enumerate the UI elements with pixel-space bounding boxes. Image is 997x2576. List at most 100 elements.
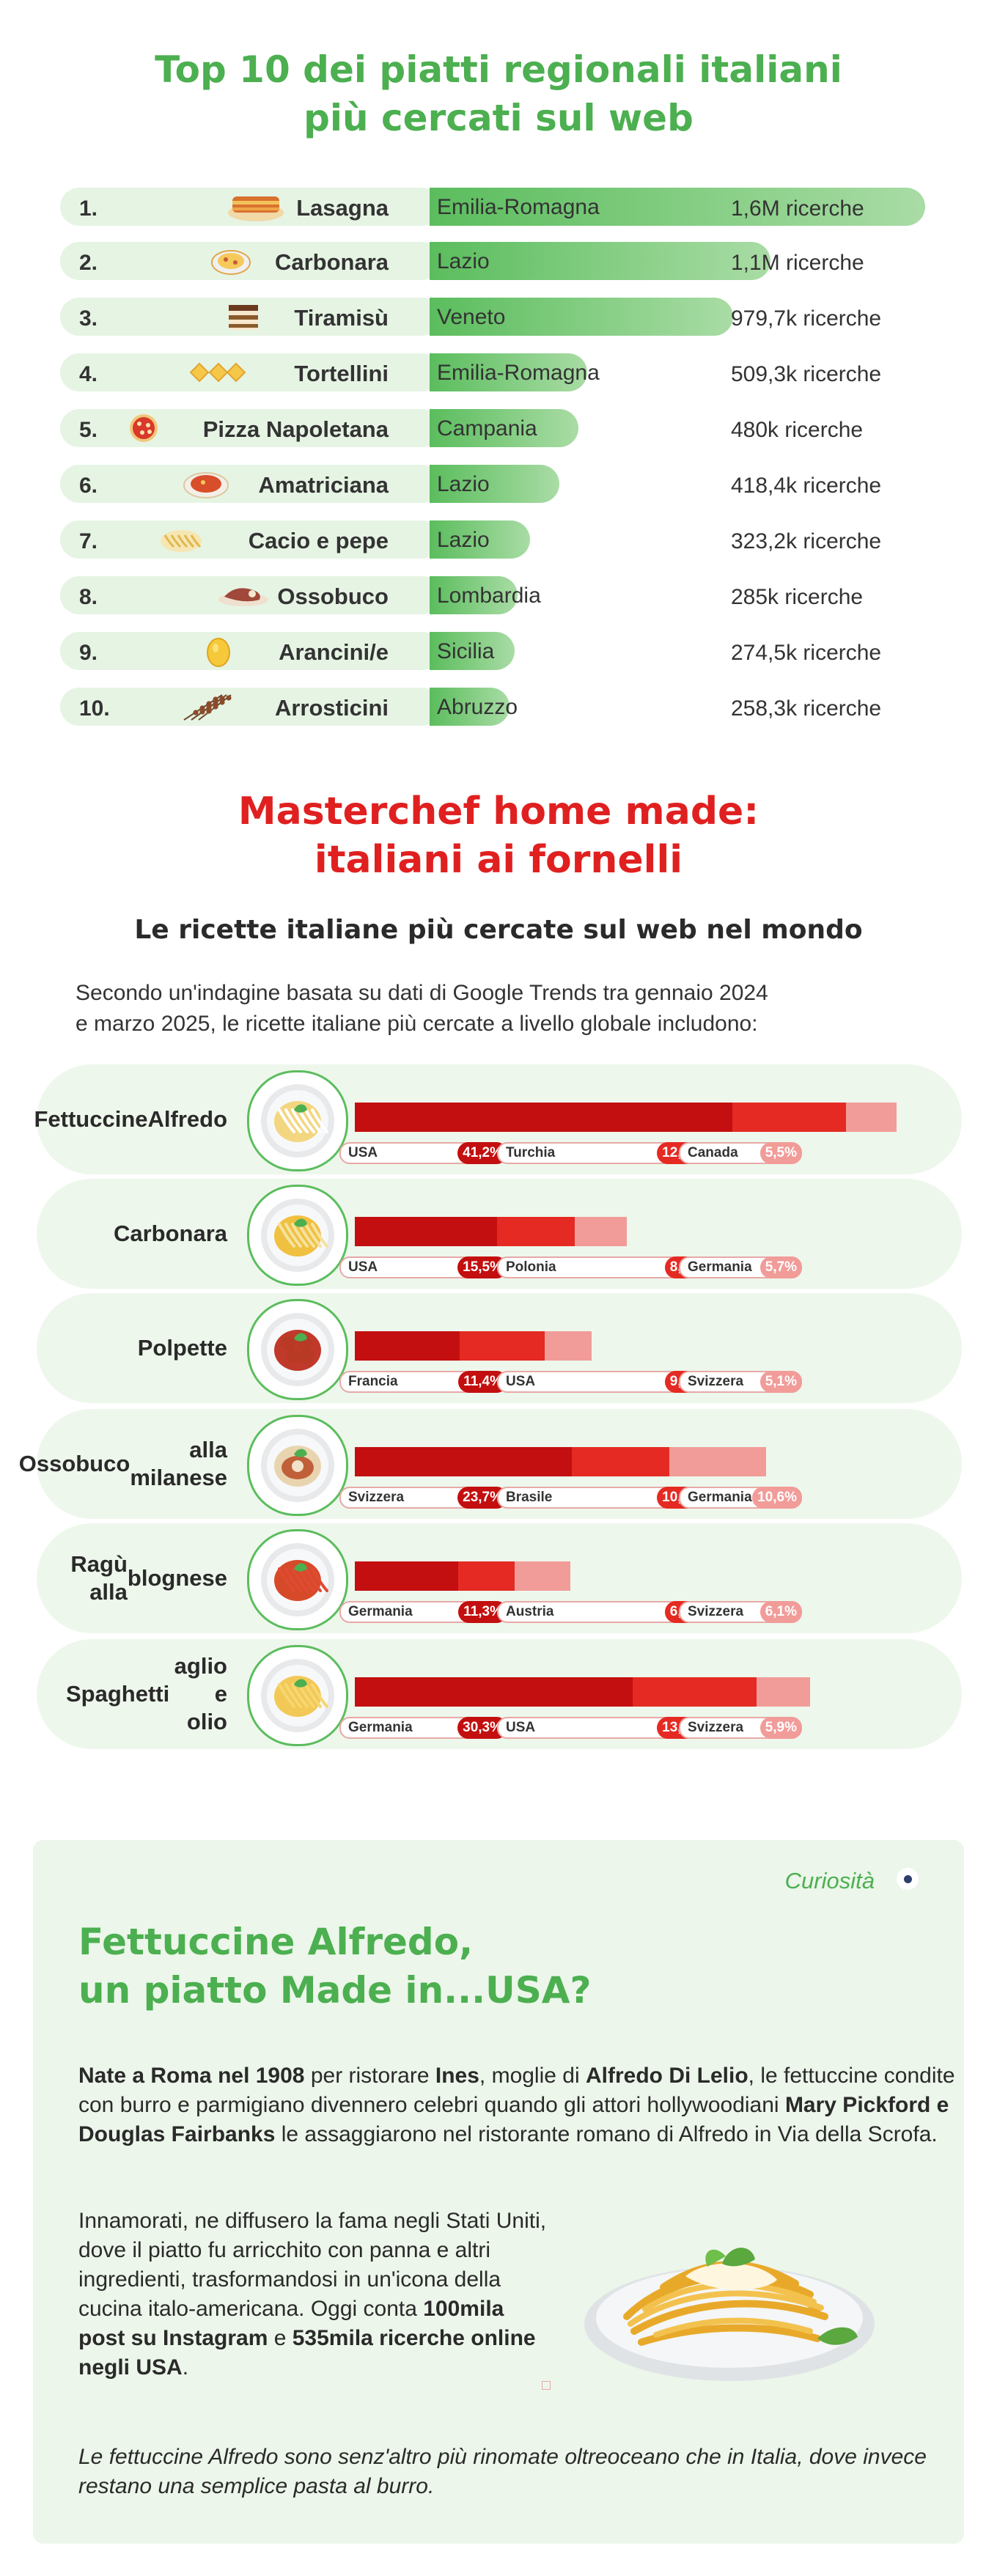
country-value: 6,1% <box>759 1601 802 1623</box>
country-chip: USA 41,2% <box>339 1142 507 1164</box>
dish-icon-wrap <box>177 468 235 504</box>
country-chip: USA9,3% <box>497 1371 707 1393</box>
ranking-pill <box>60 409 441 447</box>
recipe-row: Ossobuco alla milanese Svizzera 23,7% Brasil… <box>19 1409 962 1519</box>
search-bar <box>430 688 510 726</box>
ranking-row: 6. Amatriciana Lazio 418,4k ricerche <box>60 465 940 503</box>
dish-icon-wrap <box>177 691 235 726</box>
curiosity-panel: Curiosità Fettuccine Alfredo, un piatto M… <box>33 1840 964 2544</box>
recipe-name-line: Ragù alla <box>70 1551 128 1605</box>
section2-title: Masterchef home made: italiani ai fornell… <box>0 787 997 884</box>
ranking-row: 3. Tiramisù Veneto 979,7k ricerche <box>60 298 940 336</box>
country-name: Svizzera <box>348 1490 405 1505</box>
region-label: Lazio <box>437 249 490 273</box>
plate-wrap <box>257 1195 338 1279</box>
recipe-name-line: Ossobuco <box>18 1451 130 1476</box>
bar-segment <box>572 1447 669 1476</box>
country-chip: Austria6,1% <box>497 1601 707 1623</box>
ranking-row: 5. Pizza Napoletana Campania 480k ricerche <box>60 409 940 447</box>
highlight-text: Nate a Roma nel 1908 <box>78 2064 305 2088</box>
recipe-name: Ossobuco alla milanese <box>19 1409 227 1519</box>
bar-segment <box>355 1103 732 1132</box>
intro-line-2: e marzo 2025, le ricette italiane più ce… <box>76 1012 758 1036</box>
country-chip: Svizzera 5,9% <box>679 1717 802 1739</box>
arrosticini-icon <box>183 694 232 721</box>
rank-number: 4. <box>79 362 98 386</box>
body-text: Innamorati, ne diffusero la fama negli S… <box>78 2209 547 2321</box>
dish-icon-wrap <box>114 412 173 448</box>
highlight-text: Alfredo Di Lelio <box>585 2064 748 2088</box>
plate-wrap <box>257 1309 338 1394</box>
ranking-row: 2. Carbonara Lazio 1,1M ricerche <box>60 242 940 280</box>
ragu-plate-icon <box>261 1543 334 1616</box>
bar-segment <box>355 1561 459 1591</box>
bar-segment <box>544 1331 592 1361</box>
region-label: Campania <box>437 416 537 441</box>
bar-segment <box>632 1677 757 1707</box>
country-name: Francia <box>348 1374 398 1389</box>
section2-intro: Secondo un'indagine basata su dati di Go… <box>76 978 941 1039</box>
curiosity-title: Fettuccine Alfredo, un piatto Made in...U… <box>78 1918 591 2014</box>
ranking-title-line-1: Top 10 dei piatti regionali italiani <box>155 48 842 91</box>
section2-title-line-2: italiani ai fornelli <box>314 838 683 882</box>
recipe-name: Fettuccine Alfredo <box>34 1064 228 1174</box>
country-name: Germania <box>348 1604 413 1619</box>
region-label: Lazio <box>437 528 490 552</box>
recipe-name: Carbonara <box>66 1179 227 1289</box>
country-name: USA <box>506 1374 536 1389</box>
recipe-name-line: blognese <box>127 1565 227 1591</box>
country-name: Polonia <box>506 1259 556 1275</box>
country-chip: Brasile10,6% <box>497 1487 707 1509</box>
ranking-row: 8. Ossobuco Lombardia 285k ricerche <box>60 576 940 614</box>
country-chip: Germania 30,3% <box>339 1717 507 1739</box>
recipe-name-line: Alfredo <box>147 1106 228 1132</box>
country-chip: Svizzera 5,1% <box>679 1371 802 1393</box>
search-bar <box>430 242 770 280</box>
body-text: le assaggiarono nel ristorante romano di… <box>275 2122 938 2146</box>
recipe-name-line: Carbonara <box>113 1221 227 1246</box>
tiramisu-icon <box>229 305 258 330</box>
searches-label: 480k ricerche <box>731 418 864 442</box>
body-text: . <box>182 2355 189 2380</box>
searches-label: 285k ricerche <box>731 585 864 609</box>
dish-icon-wrap <box>227 191 285 227</box>
country-chip: USA13,5% <box>497 1717 707 1739</box>
bar-segment <box>575 1217 628 1246</box>
carbonara-icon <box>211 250 251 275</box>
searches-label: 979,7k ricerche <box>731 306 882 331</box>
dish-icon-wrap <box>214 301 273 336</box>
rank-number: 3. <box>79 306 98 331</box>
country-chip: Canada 5,5% <box>679 1142 802 1164</box>
search-bar <box>430 632 515 670</box>
bar-segment <box>846 1103 897 1132</box>
rank-number: 9. <box>79 641 98 665</box>
country-name: Svizzera <box>688 1604 744 1619</box>
country-name: Brasile <box>506 1490 553 1505</box>
country-name: Svizzera <box>688 1374 744 1389</box>
rank-number: 1. <box>79 196 98 221</box>
recipe-name-line: Spaghetti <box>66 1681 170 1707</box>
recipe-name: Polpette <box>66 1293 227 1403</box>
region-label: Emilia-Romagna <box>437 361 600 385</box>
search-bar <box>430 520 530 559</box>
country-name: Canada <box>688 1145 738 1160</box>
carbonara-plate-icon <box>261 1199 334 1272</box>
dish-name: Ossobuco <box>277 584 389 609</box>
dish-name: Cacio e pepe <box>248 528 389 553</box>
country-name: Austria <box>506 1604 554 1619</box>
region-label: Emilia-Romagna <box>437 195 600 219</box>
bar-segment <box>459 1331 545 1361</box>
country-chip: Svizzera 23,7% <box>339 1487 507 1509</box>
ranking-pill <box>60 465 441 503</box>
searches-label: 258,3k ricerche <box>731 696 882 721</box>
dish-name: Amatriciana <box>258 472 389 498</box>
amatriciana-icon <box>183 472 229 498</box>
searches-label: 274,5k ricerche <box>731 641 882 665</box>
highlight-text: 535mila ricerche online negli USA <box>78 2326 536 2380</box>
dish-name: Arancini/e <box>279 639 389 665</box>
country-chip: Svizzera 6,1% <box>679 1601 802 1623</box>
country-chip: Polonia8,5% <box>497 1256 707 1278</box>
dish-name: Arrosticini <box>274 695 389 721</box>
